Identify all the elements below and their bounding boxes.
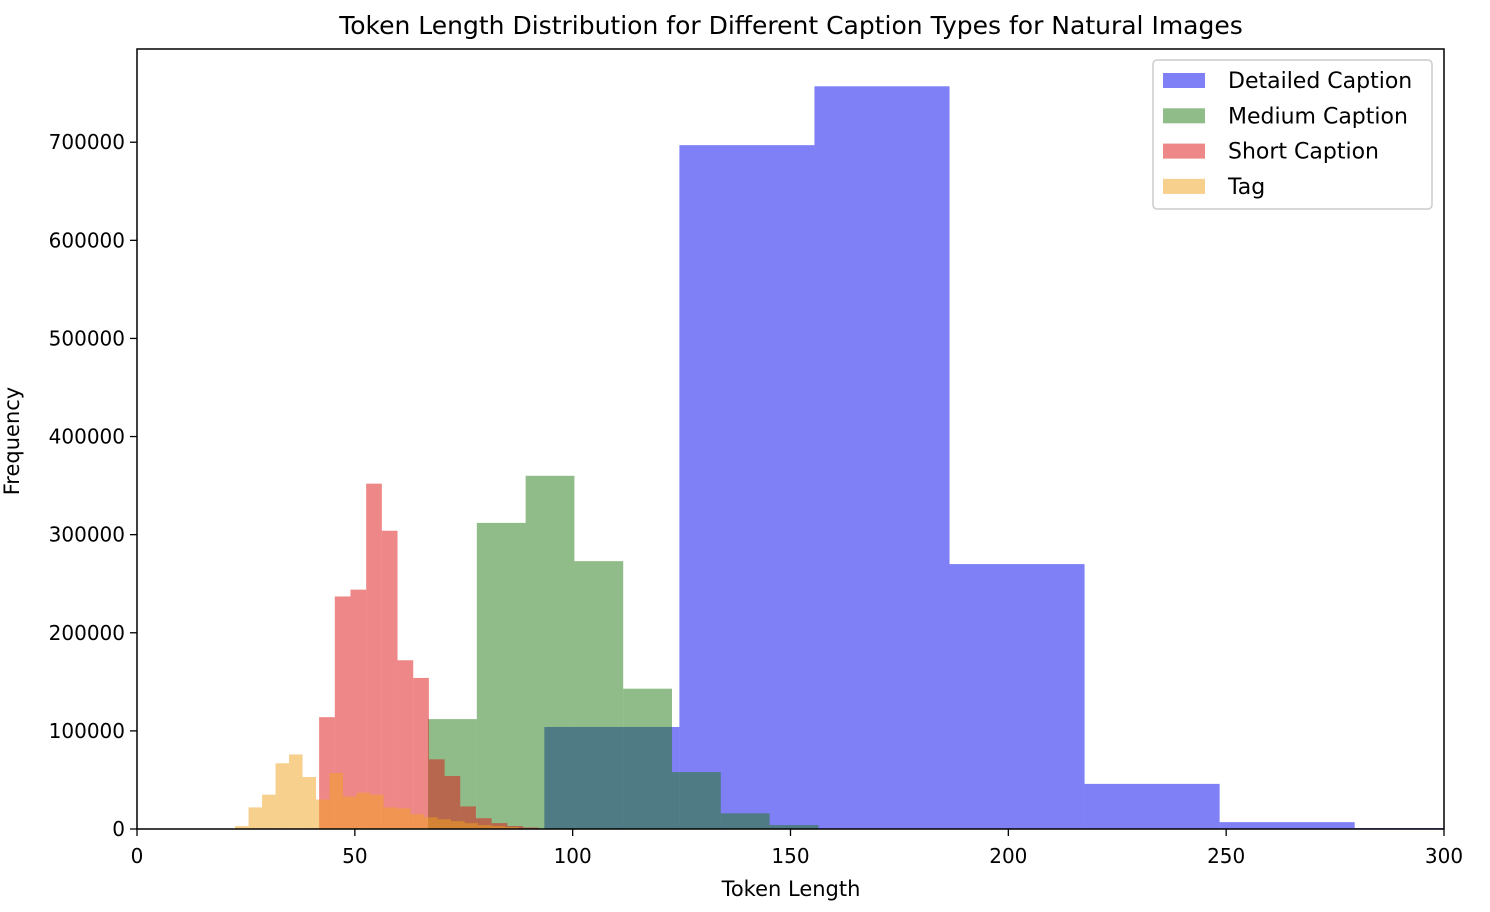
bar-series-2-bin-7 bbox=[428, 759, 445, 829]
bar-series-3-bin-2 bbox=[262, 794, 276, 829]
y-tick-label-6: 600000 bbox=[49, 228, 125, 252]
bar-series-1-bin-2 bbox=[525, 475, 575, 829]
x-tick-label-4: 200 bbox=[989, 844, 1027, 868]
bar-series-0-bin-2 bbox=[814, 86, 950, 829]
legend-swatch-3 bbox=[1163, 178, 1205, 194]
bar-series-2-bin-6 bbox=[413, 677, 429, 829]
legend-label-2: Short Caption bbox=[1228, 140, 1379, 165]
bar-series-3-bin-4 bbox=[289, 754, 303, 829]
x-tick-label-0: 0 bbox=[131, 844, 144, 868]
y-tick-label-2: 200000 bbox=[49, 621, 125, 645]
histogram-bars bbox=[235, 86, 1444, 829]
bar-series-0-bin-5 bbox=[1219, 822, 1355, 829]
bar-series-3-bin-8 bbox=[343, 796, 357, 829]
bar-series-3-bin-16 bbox=[451, 821, 465, 829]
legend-label-1: Medium Caption bbox=[1228, 104, 1408, 129]
bar-series-3-bin-6 bbox=[316, 799, 330, 829]
y-tick-label-0: 0 bbox=[112, 817, 125, 841]
bar-series-2-bin-3 bbox=[366, 483, 382, 829]
y-tick-label-3: 300000 bbox=[49, 523, 125, 547]
legend-box bbox=[1152, 59, 1433, 210]
bar-series-2-bin-1 bbox=[334, 596, 351, 829]
bar-series-3-bin-13 bbox=[410, 814, 425, 829]
x-tick-label-3: 150 bbox=[771, 844, 809, 868]
bar-series-3-bin-10 bbox=[370, 794, 384, 829]
x-axis-label: Token Length bbox=[721, 877, 861, 901]
x-axis-ticks: 0 50 100 150 200 250 300 bbox=[131, 829, 1463, 868]
bar-series-3-bin-15 bbox=[437, 819, 452, 829]
bar-series-3-bin-19 bbox=[491, 826, 506, 829]
legend-swatch-0 bbox=[1163, 73, 1205, 88]
bar-series-1-bin-7 bbox=[769, 825, 819, 829]
bar-series-1-bin-3 bbox=[574, 561, 624, 829]
legend-swatch-2 bbox=[1163, 143, 1205, 159]
bar-series-3-bin-12 bbox=[397, 808, 411, 829]
bar-series-1-bin-4 bbox=[623, 688, 672, 829]
x-tick-label-6: 300 bbox=[1425, 844, 1463, 868]
bar-series-3-bin-3 bbox=[275, 763, 290, 829]
bar-series-3-bin-5 bbox=[302, 777, 317, 829]
x-tick-label-2: 100 bbox=[554, 844, 592, 868]
bar-series-3-bin-14 bbox=[424, 817, 438, 829]
bar-series-2-bin-4 bbox=[381, 530, 398, 829]
bar-series-2-bin-5 bbox=[397, 660, 414, 829]
series-3 bbox=[235, 754, 519, 829]
y-tick-label-4: 400000 bbox=[49, 425, 125, 449]
x-tick-label-5: 250 bbox=[1207, 844, 1245, 868]
legend: Detailed Caption Medium Caption Short Capt… bbox=[1152, 59, 1433, 210]
bar-series-3-bin-1 bbox=[248, 807, 263, 829]
bar-series-3-bin-18 bbox=[478, 825, 492, 829]
bar-series-3-bin-9 bbox=[356, 792, 371, 829]
chart-title: Token Length Distribution for Different … bbox=[338, 11, 1243, 40]
legend-label-0: Detailed Caption bbox=[1228, 69, 1412, 94]
bar-series-2-bin-2 bbox=[350, 589, 367, 829]
bar-series-0-bin-4 bbox=[1084, 783, 1220, 829]
bar-series-1-bin-6 bbox=[720, 813, 770, 829]
series-2 bbox=[319, 483, 539, 829]
series-0 bbox=[544, 86, 1444, 829]
bar-series-2-bin-10 bbox=[475, 818, 492, 829]
bar-series-0-bin-1 bbox=[679, 145, 815, 829]
y-tick-label-1: 100000 bbox=[49, 719, 125, 743]
bar-series-0-bin-3 bbox=[949, 564, 1085, 829]
bar-series-2-bin-8 bbox=[444, 776, 461, 829]
bar-series-1-bin-1 bbox=[476, 522, 526, 829]
y-axis-ticks: 0 100000 200000 300000 400000 500000 600000 700… bbox=[49, 130, 137, 841]
x-tick-label-1: 50 bbox=[342, 844, 367, 868]
y-tick-label-5: 500000 bbox=[49, 326, 125, 350]
bar-series-3-bin-11 bbox=[383, 807, 398, 829]
legend-label-3: Tag bbox=[1227, 175, 1265, 200]
bar-series-1-bin-5 bbox=[671, 772, 721, 829]
bar-series-3-bin-0 bbox=[235, 826, 249, 829]
bar-series-3-bin-7 bbox=[329, 773, 344, 829]
legend-swatch-1 bbox=[1163, 108, 1205, 124]
bar-series-3-bin-17 bbox=[464, 823, 479, 829]
y-tick-label-7: 700000 bbox=[49, 130, 125, 154]
y-axis-label: Frequency bbox=[0, 387, 24, 496]
bar-series-3-bin-20 bbox=[505, 827, 519, 829]
